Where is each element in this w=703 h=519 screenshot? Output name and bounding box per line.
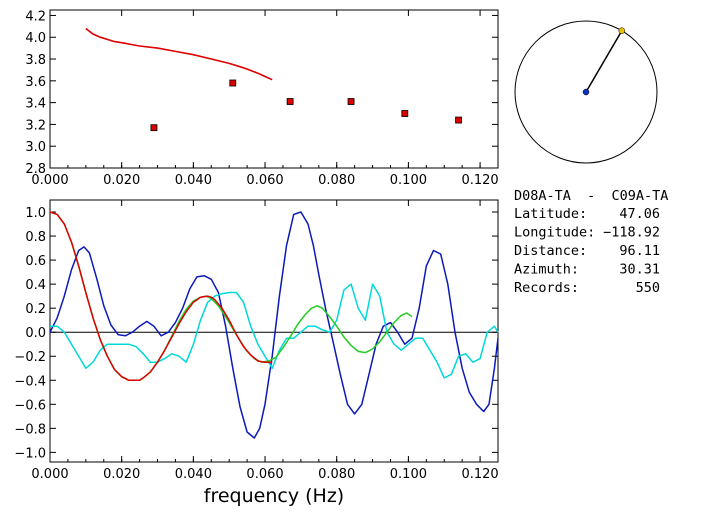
bottom-plot-series — [49, 211, 499, 439]
compass-ring — [514, 20, 658, 164]
bottom-axis-ticks: 0.000 0.020 0.040 0.060 0.080 0.100 0.120 1.0 0.… — [14, 200, 499, 482]
info-label: Distance: — [514, 243, 587, 259]
top-x-tick-label: 0.120 — [461, 173, 498, 188]
observed-spectrum-cyan — [50, 283, 499, 379]
azimuth-needle — [585, 30, 623, 93]
bottom-x-tick-label: 0.120 — [461, 467, 498, 482]
bottom-x-tick-label: 0.000 — [31, 467, 68, 482]
measurement-marker — [401, 110, 409, 117]
bottom-y-tick-label: 0.0 — [25, 326, 46, 341]
bottom-y-tick-label: 0.6 — [25, 254, 46, 269]
top-y-tick-label: 3.0 — [25, 140, 46, 155]
station-pair-label: D08A-TA - C09A-TA — [514, 188, 668, 204]
compass-tip-dot — [618, 27, 626, 34]
bottom-x-tick-label: 0.020 — [103, 467, 140, 482]
bottom-y-tick-label: 0.8 — [25, 230, 46, 245]
info-label: Records: — [514, 280, 579, 296]
bottom-x-tick-label: 0.040 — [175, 467, 212, 482]
bottom-plot-frame — [49, 199, 499, 463]
bottom-x-tick-label: 0.060 — [246, 467, 283, 482]
top-y-tick-label: 3.4 — [25, 97, 46, 112]
correlation-spectrum-panel: 0.000 0.020 0.040 0.060 0.080 0.100 0.120 1.0 0.… — [14, 199, 499, 507]
phase-velocity-panel: 0.000 0.020 0.040 0.060 0.080 0.100 0.120 2.8 3.… — [25, 9, 498, 188]
measurement-marker — [286, 98, 294, 105]
top-plot-frame — [49, 9, 499, 169]
bottom-y-tick-label: 0.2 — [25, 302, 46, 317]
bottom-y-tick-label: 1.0 — [25, 206, 46, 221]
top-y-tick-label: 4.0 — [25, 31, 46, 46]
measurement-marker — [347, 98, 355, 105]
station-info: D08A-TA - C09A-TA Latitude: 47.06 Longitud… — [514, 188, 668, 296]
info-label: Azimuth: — [514, 262, 579, 278]
observed-spectrum-blue — [49, 211, 499, 439]
measurement-marker — [229, 79, 237, 87]
bottom-y-tick-label: −0.6 — [14, 398, 46, 413]
phase-velocity-curve — [85, 27, 273, 81]
info-value: 96.11 — [619, 243, 660, 259]
top-x-tick-label: 0.060 — [246, 173, 283, 188]
bottom-y-tick-label: −0.2 — [14, 350, 46, 365]
station-info-lines: Latitude: 47.06 Longitude: −118.92 Distance:… — [514, 206, 660, 296]
compass-center-dot — [582, 88, 590, 96]
bottom-y-tick-label: −0.8 — [14, 422, 46, 437]
bottom-x-tick-label: 0.080 — [318, 467, 355, 482]
bottom-y-tick-label: 0.4 — [25, 278, 46, 293]
bottom-x-tick-label: 0.100 — [390, 467, 427, 482]
model-spectrum-red — [49, 211, 273, 382]
azimuth-compass — [514, 20, 658, 164]
x-axis-title: frequency (Hz) — [204, 485, 344, 507]
top-y-tick-label: 4.2 — [25, 9, 46, 24]
top-y-tick-label: 3.2 — [25, 118, 46, 133]
top-plot-series — [85, 27, 462, 132]
info-value: 47.06 — [619, 206, 660, 222]
measurement-marker — [455, 116, 462, 124]
top-x-tick-label: 0.020 — [103, 173, 140, 188]
top-x-tick-label: 0.080 — [318, 173, 355, 188]
top-x-tick-label: 0.100 — [390, 173, 427, 188]
info-label: Longitude: — [514, 225, 595, 241]
info-value: 30.31 — [619, 262, 660, 278]
top-y-tick-label: 3.6 — [25, 75, 46, 90]
top-y-tick-label: 2.8 — [25, 162, 46, 177]
top-axis-ticks: 0.000 0.020 0.040 0.060 0.080 0.100 0.120 2.8 3.… — [25, 9, 498, 188]
measurement-marker — [150, 124, 158, 132]
top-x-tick-label: 0.000 — [31, 173, 68, 188]
info-value: −118.92 — [603, 225, 660, 241]
info-label: Latitude: — [514, 206, 587, 222]
info-value: 550 — [636, 280, 660, 296]
top-x-tick-label: 0.040 — [175, 173, 212, 188]
bottom-y-tick-label: −1.0 — [14, 446, 46, 461]
top-y-tick-label: 3.8 — [25, 53, 46, 68]
bottom-y-tick-label: −0.4 — [14, 374, 46, 389]
